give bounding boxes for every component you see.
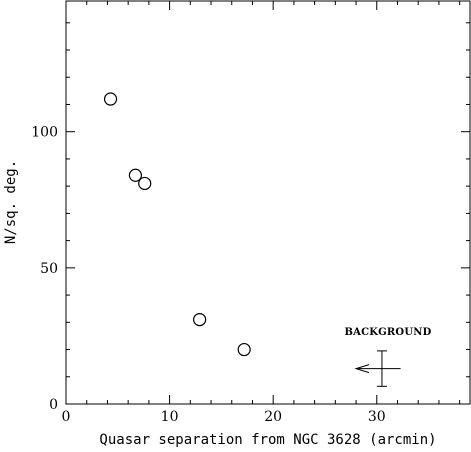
axis-ticks [65,1,470,405]
data-point [128,168,143,182]
tick-labels: 0 10 20 30 0 50 100 [31,125,385,425]
x-tick-label: 0 [62,409,71,425]
x-tick-label: 20 [264,409,282,425]
x-axis-title: Quasar separation from NGC 3628 (arcmin) [99,432,436,448]
data-point [103,92,118,106]
x-tick-label: 10 [161,409,179,425]
y-axis-title: N/sq. deg. [3,160,19,244]
background-marker [354,350,401,387]
y-tick-label: 0 [49,397,58,413]
data-points [103,92,251,357]
y-tick-label: 50 [40,261,58,277]
background-label: BACKGROUND [345,327,432,338]
background-arrow-head [354,364,370,374]
data-point [193,312,207,327]
x-tick-label: 30 [368,409,386,425]
y-tick-label: 100 [31,125,58,141]
data-point [138,176,152,191]
data-point [237,342,251,357]
plot-frame [65,0,471,405]
